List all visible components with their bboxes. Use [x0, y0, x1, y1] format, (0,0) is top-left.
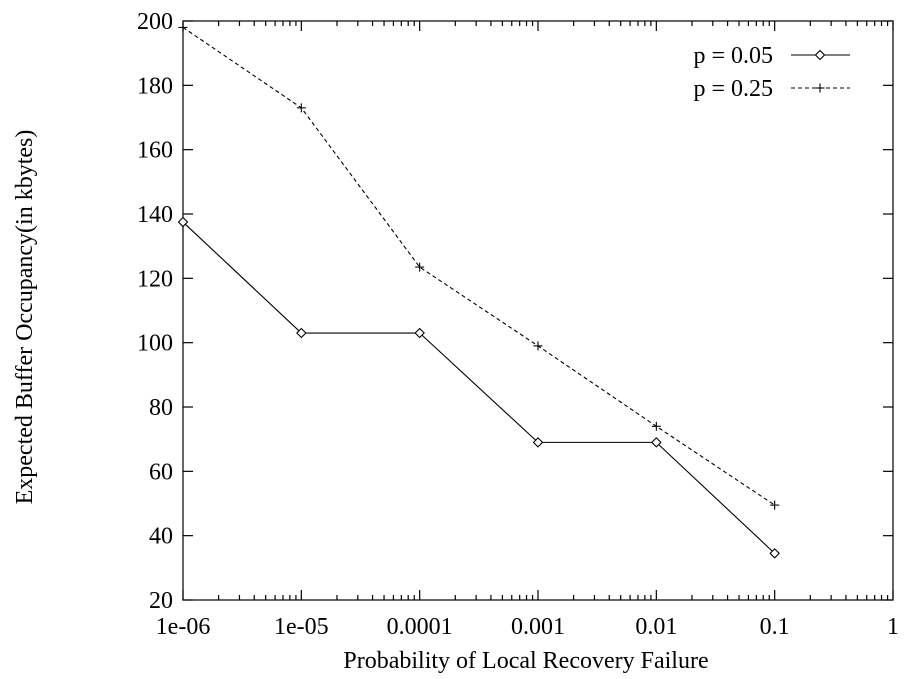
series-1-point [296, 327, 307, 339]
series-2-point [296, 103, 306, 113]
series-1-point [414, 327, 425, 339]
series-line-2 [182, 26, 775, 506]
series-1-point [769, 548, 780, 559]
x-tick-label: 1 [887, 614, 899, 640]
y-tick-label: 20 [149, 588, 173, 614]
series-layer [177, 22, 780, 559]
series-1-point [651, 437, 662, 448]
x-tick-label: 0.001 [511, 614, 565, 640]
x-axis: 1e-06 1e-05 0.0001 0.001 0.01 0.1 1 [156, 21, 899, 640]
y-tick-label: 180 [137, 73, 173, 99]
series-line-1 [182, 221, 776, 554]
y-tick-label: 140 [137, 202, 173, 228]
y-tick-label: 40 [149, 524, 173, 550]
legend-marker [814, 49, 826, 61]
x-tick-label: 1e-06 [156, 614, 211, 640]
x-tick-label: 0.1 [760, 614, 790, 640]
legend-label: p = 0.25 [693, 76, 773, 102]
y-axis: 20 40 60 80 100 120 140 160 180 200 [137, 9, 893, 614]
y-tick-label: 80 [149, 395, 173, 421]
series-2-point [770, 500, 780, 510]
legend-marker [815, 83, 825, 93]
series-1-point [532, 437, 544, 448]
series-2-point [533, 341, 543, 351]
series-2-point [178, 22, 188, 32]
y-tick-label: 200 [137, 9, 173, 35]
series-1-point [177, 216, 189, 228]
x-axis-label: Probability of Local Recovery Failure [343, 648, 708, 674]
series-2-point [651, 421, 661, 431]
x-tick-label: 0.0001 [387, 614, 453, 640]
y-tick-label: 160 [137, 138, 173, 164]
legend: p = 0.05 p = 0.25 [693, 43, 850, 102]
x-tick-label: 0.01 [635, 614, 677, 640]
y-tick-label: 100 [137, 331, 173, 357]
legend-label: p = 0.05 [693, 43, 773, 69]
x-tick-label: 1e-05 [274, 614, 329, 640]
series-2-point [415, 262, 425, 272]
y-tick-label: 60 [149, 459, 173, 485]
y-tick-label: 120 [137, 266, 173, 292]
y-axis-label: Expected Buffer Occupancy(in kbytes) [12, 130, 38, 505]
